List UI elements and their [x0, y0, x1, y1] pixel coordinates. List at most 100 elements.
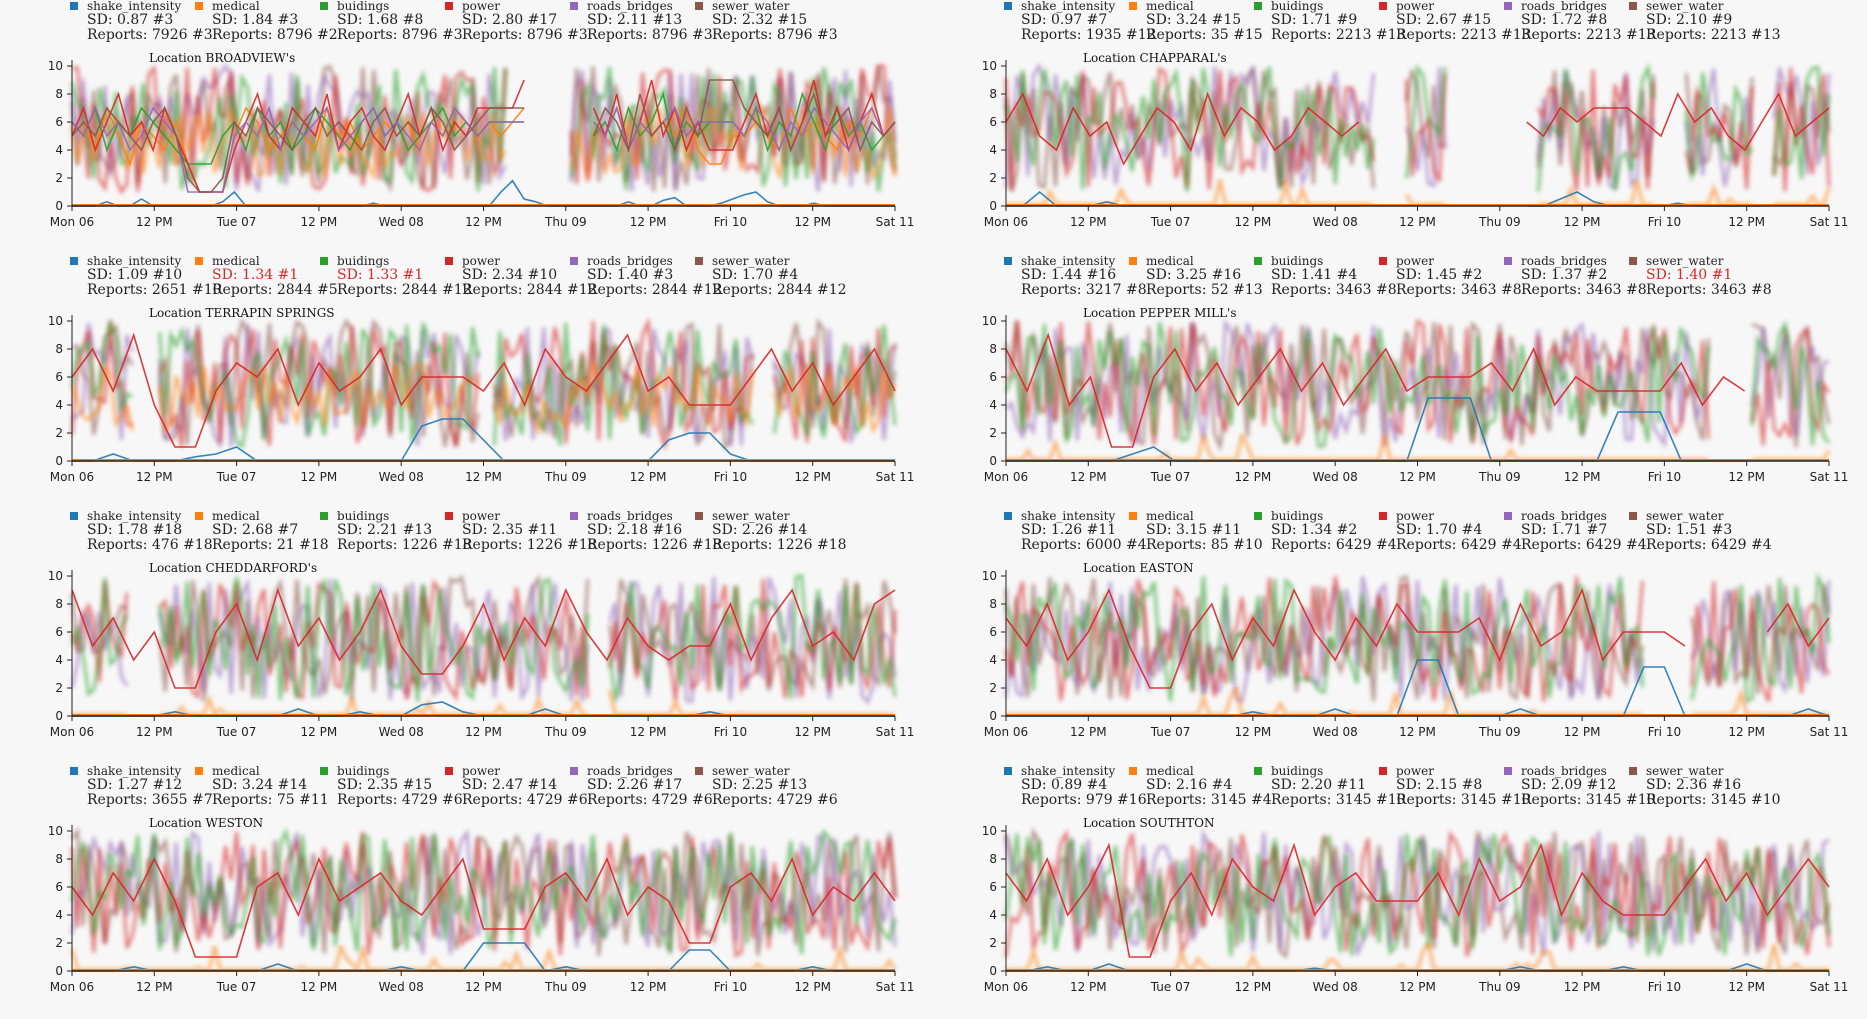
- legend-label-text: sewer_water: [1646, 254, 1724, 268]
- series-line-power: [71, 332, 896, 448]
- legend-label-text: buidings: [1271, 0, 1324, 13]
- legend-label: shake_intensity: [1004, 255, 1129, 268]
- reports-stat: Reports: 2844 #12: [712, 282, 847, 298]
- x-tick-label: Sat 11: [1810, 470, 1849, 484]
- legend-label-text: medical: [1146, 509, 1194, 523]
- legend-label: sewer_water: [1629, 765, 1754, 778]
- legend-label: medical: [195, 255, 320, 268]
- y-tick-label: 4: [989, 653, 997, 667]
- x-tick-label: Sat 11: [1810, 980, 1849, 994]
- legend-swatch: [1004, 767, 1012, 775]
- sd-stat: SD: 2.26 #17: [587, 777, 683, 793]
- y-tick-label: 8: [989, 342, 997, 356]
- x-tick-label: Tue 07: [216, 470, 257, 484]
- location-title: Location WESTON: [149, 816, 263, 830]
- legend: shake_intensity SD: 1.44 #16 Reports: 3217…: [1004, 255, 1864, 303]
- legend-item: sewer_water SD: 2.32 #15 Reports: 8796 #3: [695, 0, 838, 43]
- legend-swatch: [570, 2, 578, 10]
- x-tick-label: Thu 09: [544, 215, 587, 229]
- legend-item: sewer_water SD: 2.10 #9 Reports: 2213 #13: [1629, 0, 1781, 43]
- sd-stat: SD: 1.34 #2: [1271, 522, 1358, 538]
- legend-item: buidings SD: 1.41 #4 Reports: 3463 #8: [1254, 255, 1397, 298]
- legend-item: sewer_water SD: 2.36 #16 Reports: 3145 #10: [1629, 765, 1781, 808]
- x-tick-label: 12 PM: [1235, 215, 1272, 229]
- reports-stat: Reports: 3655 #7: [87, 792, 213, 808]
- y-tick-label: 2: [989, 171, 997, 185]
- x-tick-label: 12 PM: [1564, 980, 1601, 994]
- series-buidings-band: [70, 317, 897, 450]
- x-tick-label: Mon 06: [984, 215, 1028, 229]
- legend-item: medical SD: 1.34 #1 Reports: 2844 #5: [195, 255, 338, 298]
- legend-item: shake_intensity SD: 1.78 #18 Reports: 476 …: [70, 510, 213, 553]
- legend-swatch: [1004, 2, 1012, 10]
- legend-swatch: [1504, 512, 1512, 520]
- chart-panel: shake_intensity SD: 0.89 #4 Reports: 979 #…: [934, 765, 1867, 1019]
- x-tick-label: 12 PM: [1235, 725, 1272, 739]
- legend-swatch: [1629, 512, 1637, 520]
- legend-label-text: shake_intensity: [1021, 764, 1116, 778]
- x-tick-label: 12 PM: [136, 215, 173, 229]
- legend-item: power SD: 2.15 #8 Reports: 3145 #10: [1379, 764, 1531, 808]
- reports-stat: Reports: 6429 #4: [1271, 537, 1397, 553]
- reports-stat: Reports: 75 #11: [212, 792, 329, 808]
- x-tick-label: 12 PM: [1070, 215, 1107, 229]
- x-tick-label: 12 PM: [1728, 470, 1765, 484]
- legend-swatch: [1129, 512, 1137, 520]
- chart-panel: shake_intensity SD: 1.09 #10 Reports: 2651…: [0, 255, 933, 509]
- y-tick-label: 8: [55, 852, 63, 866]
- legend-label: roads_bridges: [570, 765, 695, 778]
- legend-label-text: roads_bridges: [587, 254, 673, 268]
- x-tick-label: 12 PM: [301, 980, 338, 994]
- legend-label-text: power: [462, 0, 501, 13]
- sd-stat: SD: 2.36 #16: [1646, 777, 1742, 793]
- y-tick-label: 8: [55, 87, 63, 101]
- x-tick-label: 12 PM: [630, 980, 667, 994]
- x-tick-label: 12 PM: [465, 215, 502, 229]
- legend-item: medical SD: 2.68 #7 Reports: 21 #18: [195, 510, 329, 553]
- y-tick-label: 4: [989, 908, 997, 922]
- reports-stat: Reports: 3145 #10: [1271, 792, 1406, 808]
- x-tick-label: Thu 09: [544, 470, 587, 484]
- sd-stat: SD: 3.25 #16: [1146, 267, 1242, 283]
- x-tick-label: Sat 11: [1810, 215, 1849, 229]
- y-tick-label: 0: [989, 964, 997, 978]
- sd-stat: SD: 2.32 #15: [712, 12, 808, 28]
- line-chart: 0 2 4 6 8 10 Mon 06 12 PM Tue 07 12 PM Wed 08 12 PM…: [982, 561, 1849, 739]
- legend-swatch: [320, 512, 328, 520]
- location-title: Location EASTON: [1083, 561, 1193, 575]
- legend-swatch: [695, 2, 703, 10]
- legend-label-text: power: [1396, 764, 1435, 778]
- x-tick-label: Wed 08: [379, 470, 424, 484]
- legend-label: sewer_water: [695, 510, 820, 523]
- x-tick-label: Wed 08: [1313, 470, 1358, 484]
- legend-item: buidings SD: 1.68 #8 Reports: 8796 #3: [320, 0, 463, 43]
- legend-label-text: shake_intensity: [87, 0, 182, 13]
- legend-label: power: [1379, 255, 1504, 268]
- y-tick-label: 4: [989, 398, 997, 412]
- legend-item: roads_bridges SD: 2.09 #12 Reports: 3145 #…: [1504, 765, 1656, 808]
- legend-label-text: roads_bridges: [1521, 0, 1607, 13]
- reports-stat: Reports: 2651 #10: [87, 282, 222, 298]
- y-tick-label: 8: [989, 597, 997, 611]
- legend-swatch: [1129, 767, 1137, 775]
- sd-stat: SD: 1.37 #2: [1521, 267, 1608, 283]
- x-tick-label: Fri 10: [714, 215, 747, 229]
- sd-stat: SD: 2.11 #13: [587, 12, 683, 28]
- reports-stat: Reports: 6429 #4: [1646, 537, 1772, 553]
- legend-item: sewer_water SD: 1.40 #1 Reports: 3463 #8: [1629, 254, 1772, 298]
- y-tick-label: 8: [55, 342, 63, 356]
- series-sewer_water-band: [1004, 826, 1831, 960]
- series-line-roads_bridges: [71, 105, 896, 193]
- sd-stat: SD: 1.41 #4: [1271, 267, 1358, 283]
- x-tick-label: 12 PM: [1399, 215, 1436, 229]
- series-line: [1004, 828, 1830, 956]
- reports-stat: Reports: 2213 #13: [1646, 27, 1781, 43]
- sd-stat: SD: 2.20 #11: [1271, 777, 1367, 793]
- sd-stat: SD: 0.97 #7: [1021, 12, 1108, 28]
- legend: shake_intensity SD: 1.26 #11 Reports: 6000…: [1004, 510, 1864, 558]
- reports-stat: Reports: 1226 #18: [712, 537, 847, 553]
- legend-swatch: [1254, 257, 1262, 265]
- series-line: [1006, 178, 1831, 207]
- sd-stat: SD: 2.16 #4: [1146, 777, 1233, 793]
- legend-swatch: [1254, 512, 1262, 520]
